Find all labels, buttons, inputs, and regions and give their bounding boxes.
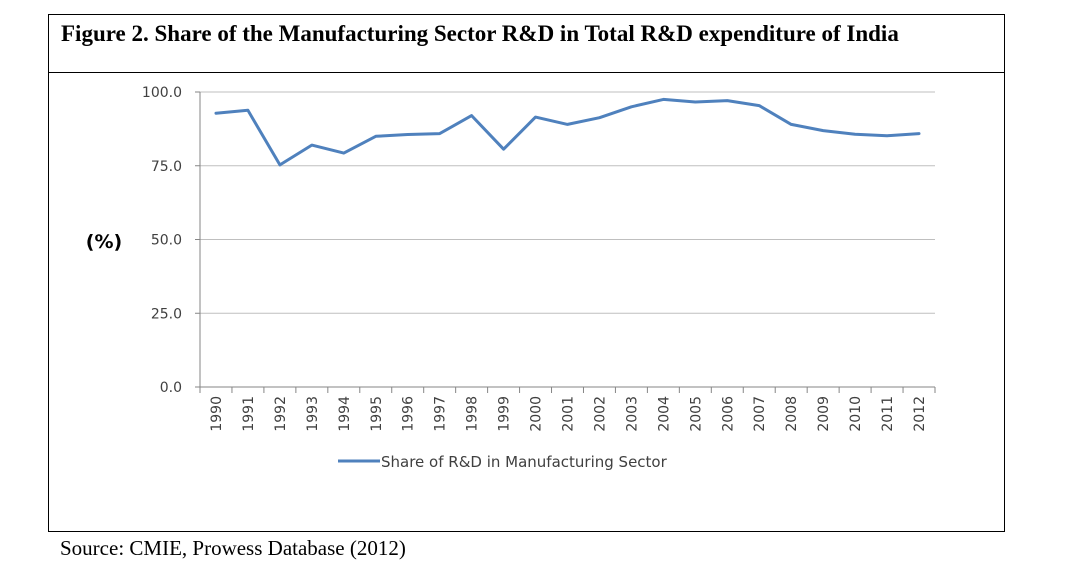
x-tick-label: 2002 [592,396,608,432]
x-tick-label: 2010 [848,396,864,432]
y-tick-label: 25.0 [151,306,182,322]
x-tick-label: 1995 [369,396,385,432]
x-tick-label: 2004 [656,396,672,432]
gridlines [200,91,935,314]
x-tick-label: 1998 [465,396,481,432]
x-tick-label: 2007 [752,396,768,432]
y-tick-label: 100.0 [142,85,182,101]
series-lines [214,97,921,167]
x-tick-label: 1990 [209,396,225,432]
x-tick-label: 2000 [529,396,545,432]
x-tick-label: 2003 [624,396,640,432]
x-tick-label: 1999 [497,396,513,432]
y-tick-label: 0.0 [160,380,182,396]
x-tick-label: 1994 [337,396,353,432]
x-tick-label: 1993 [305,396,321,432]
y-tick-labels: 0.0 25.0 50.0 75.0 100.0 [142,85,182,396]
x-tick-label: 2012 [912,396,928,432]
y-tick-label: 75.0 [151,159,182,175]
x-tick-label: 2011 [880,396,896,432]
figure-frame: Figure 2. Share of the Manufacturing Sec… [48,14,1005,532]
legend-label: Share of R&D in Manufacturing Sector [381,453,668,471]
x-tick-label: 2005 [688,396,704,432]
figure-title: Figure 2. Share of the Manufacturing Sec… [61,21,899,46]
x-tick-label: 1991 [241,396,257,432]
x-tick-label: 2001 [561,396,577,432]
y-axis-label: (%) [86,231,122,253]
x-tick-label: 1992 [273,396,289,432]
series-line [214,97,921,167]
axes [195,91,936,393]
x-tick-labels: 1990 1991 1992 1993 1994 1995 1996 1997 1998 1999… [209,396,928,432]
source-note: Source: CMIE, Prowess Database (2012) [60,536,406,560]
x-tick-label: 2006 [720,396,736,432]
x-tick-label: 2009 [816,396,832,432]
legend: Share of R&D in Manufacturing Sector [338,453,668,471]
x-tick-label: 1996 [401,396,417,432]
x-tick-label: 2008 [784,396,800,432]
y-tick-label: 50.0 [151,233,182,249]
title-row: Figure 2. Share of the Manufacturing Sec… [49,15,1004,73]
x-tick-label: 1997 [433,396,449,432]
